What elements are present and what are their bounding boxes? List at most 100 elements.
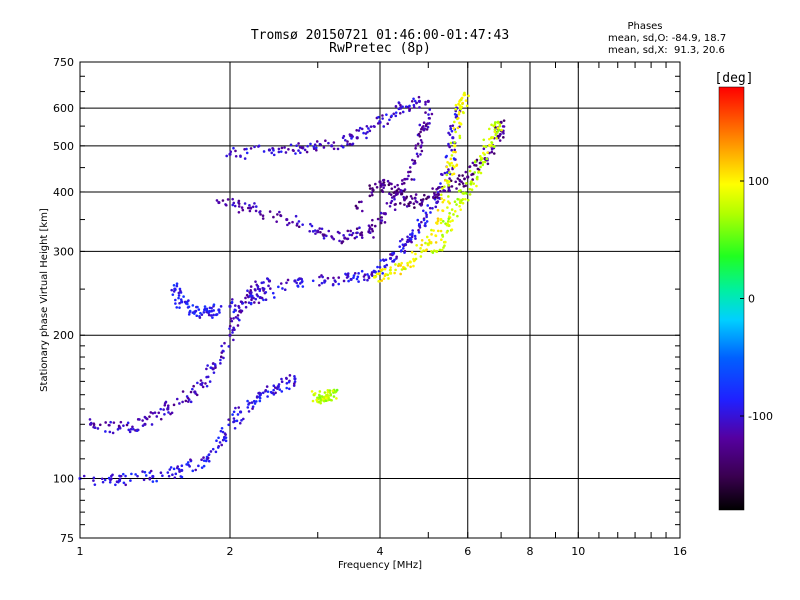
- echo-point: [151, 480, 155, 483]
- y-tick-label: 200: [53, 329, 74, 342]
- echo-point: [390, 187, 394, 190]
- echo-point: [244, 300, 247, 304]
- echo-point: [222, 438, 226, 441]
- echo-point: [234, 315, 238, 319]
- echo-point: [397, 107, 401, 111]
- echo-point: [451, 136, 455, 140]
- echo-point: [232, 146, 235, 150]
- echo-point: [111, 431, 115, 435]
- echo-point: [300, 280, 304, 284]
- echo-point: [279, 282, 283, 285]
- echo-point: [415, 152, 419, 156]
- echo-point: [358, 226, 361, 230]
- echo-point: [456, 197, 459, 201]
- echo-point: [279, 214, 282, 217]
- echo-point: [458, 134, 462, 138]
- echo-point: [177, 291, 181, 295]
- echo-point: [243, 202, 247, 205]
- echo-point: [268, 210, 272, 213]
- echo-point: [238, 410, 243, 414]
- echo-point: [310, 390, 314, 393]
- echo-point: [324, 139, 327, 143]
- echo-point: [206, 364, 209, 367]
- echo-point: [252, 399, 256, 403]
- echo-point: [117, 424, 121, 428]
- echo-point: [379, 221, 383, 225]
- echo-point: [174, 472, 178, 476]
- echo-point: [324, 399, 328, 402]
- echo-point: [129, 427, 133, 431]
- echo-point: [357, 280, 360, 283]
- echo-point: [287, 147, 290, 151]
- echo-point: [301, 223, 304, 226]
- echo-point: [261, 217, 265, 220]
- echo-point: [401, 105, 404, 108]
- echo-point: [481, 160, 485, 164]
- echo-point: [435, 221, 438, 225]
- echo-point: [313, 229, 317, 232]
- echo-point: [459, 208, 462, 211]
- echo-point: [493, 128, 497, 131]
- echo-point: [213, 363, 217, 366]
- echo-point: [239, 310, 243, 314]
- echo-point: [128, 430, 132, 434]
- echo-point: [269, 390, 273, 394]
- echo-point: [232, 201, 236, 205]
- echo-point: [352, 274, 356, 277]
- echo-point: [424, 111, 427, 114]
- echo-point: [228, 152, 232, 156]
- echo-point: [439, 182, 442, 185]
- echo-point: [186, 400, 190, 403]
- echo-point: [479, 161, 483, 165]
- echo-point: [376, 122, 380, 125]
- echo-point: [270, 151, 274, 155]
- echo-point: [439, 217, 443, 222]
- echo-point: [495, 137, 498, 140]
- echo-point: [228, 333, 232, 337]
- echo-point: [261, 287, 265, 290]
- echo-point: [266, 395, 269, 398]
- echo-point: [372, 124, 376, 128]
- echo-point: [251, 405, 255, 408]
- echo-point: [407, 174, 410, 178]
- echo-point: [388, 118, 391, 122]
- echo-point: [419, 138, 423, 142]
- echo-point: [184, 399, 188, 403]
- echo-point: [427, 238, 431, 242]
- echo-point: [326, 389, 330, 392]
- echo-point: [278, 388, 282, 391]
- echo-point: [453, 120, 456, 124]
- echo-point: [496, 135, 500, 138]
- echo-point: [278, 210, 281, 214]
- echo-point: [459, 189, 462, 192]
- echo-point: [266, 390, 270, 393]
- echo-point: [397, 101, 401, 105]
- echo-point: [384, 258, 388, 262]
- echo-point: [358, 126, 362, 130]
- echo-point: [254, 297, 258, 301]
- echo-point: [210, 309, 213, 313]
- echo-point: [180, 468, 184, 473]
- echo-point: [385, 113, 388, 116]
- x-tick-label: 2: [227, 545, 234, 558]
- echo-point: [253, 301, 256, 304]
- echo-point: [148, 415, 151, 418]
- echo-point: [475, 177, 479, 181]
- echo-point: [377, 115, 380, 119]
- echo-point: [425, 248, 428, 251]
- echo-point: [408, 166, 412, 169]
- echo-point: [267, 148, 272, 152]
- echo-point: [414, 257, 418, 261]
- echo-point: [464, 99, 468, 102]
- echo-point: [446, 181, 449, 185]
- echo-point: [425, 128, 429, 131]
- echo-point: [406, 261, 409, 265]
- echo-point: [412, 162, 415, 165]
- echo-point: [250, 401, 254, 404]
- echo-point: [433, 191, 436, 195]
- echo-point: [476, 175, 479, 179]
- echo-point: [448, 211, 451, 215]
- echo-point: [454, 130, 457, 134]
- echo-point: [368, 194, 372, 198]
